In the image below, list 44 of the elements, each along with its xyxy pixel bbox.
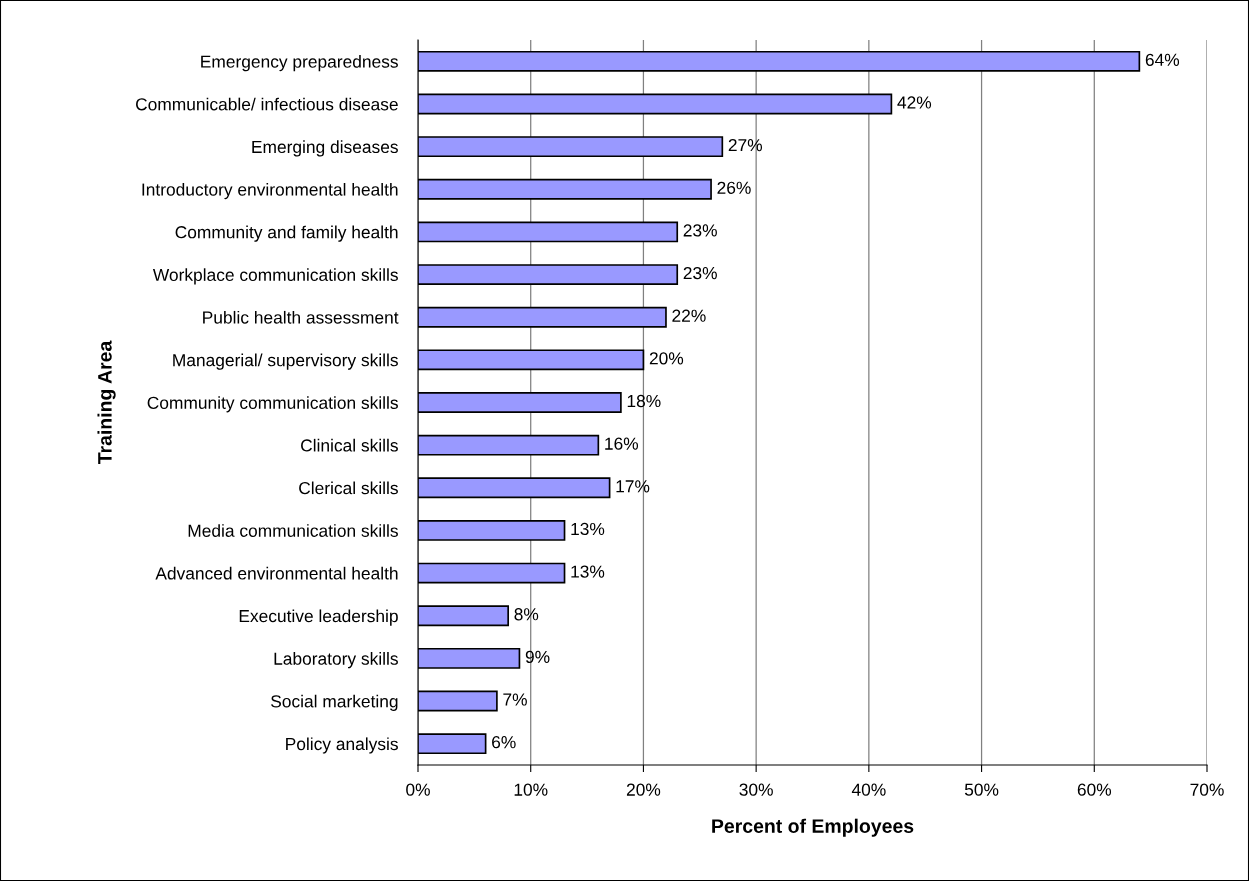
data-label: 23%	[683, 266, 717, 280]
y-tick-label: Managerial/ supervisory skills	[173, 353, 398, 370]
y-tick-label: Social marketing	[271, 694, 398, 711]
x-tick-label: 70%	[1190, 783, 1224, 796]
data-label: 13%	[571, 522, 605, 536]
y-tick-label: Advanced environmental health	[155, 566, 398, 580]
y-tick-label: Executive leadership	[239, 609, 398, 626]
y-tick-label: Emerging diseases	[252, 140, 398, 157]
data-label: 20%	[649, 352, 684, 365]
data-label: 64%	[1145, 53, 1180, 66]
data-label: 42%	[897, 96, 932, 109]
data-label: 26%	[717, 181, 751, 194]
data-label: 16%	[605, 437, 639, 450]
x-tick-label: 50%	[964, 783, 999, 796]
x-tick-label: 20%	[626, 783, 661, 796]
data-label: 23%	[683, 224, 717, 237]
data-label: 17%	[616, 480, 650, 493]
y-tick-label: Emergency preparedness	[201, 55, 398, 72]
y-tick-label: Introductory environmental health	[142, 182, 398, 200]
y-tick-label: Public health assessment	[203, 310, 399, 324]
data-label: 6%	[492, 736, 516, 749]
y-tick-label: Laboratory skills	[274, 652, 398, 669]
y-tick-label: Community communication skills	[147, 396, 398, 413]
data-label: 9%	[525, 650, 550, 664]
y-tick-label: Clerical skills	[299, 481, 398, 495]
y-tick-label: Policy analysis	[286, 737, 398, 754]
x-tick-label: 10%	[514, 783, 548, 796]
y-axis-title: Training Area	[97, 340, 116, 465]
data-label: 18%	[627, 394, 661, 408]
data-label: 8%	[514, 608, 539, 621]
data-label: 27%	[728, 138, 763, 152]
y-tick-label: Workplace communication skills	[152, 268, 398, 285]
y-tick-label: Clinical skills	[301, 438, 398, 452]
x-tick-label: 30%	[739, 783, 773, 796]
y-tick-label: Community and family health	[175, 225, 398, 242]
x-tick-label: 0%	[406, 783, 430, 796]
x-axis-title: Percent of Employees	[712, 818, 914, 837]
y-tick-label: Communicable/ infectious disease	[136, 97, 398, 111]
data-label: 22%	[672, 309, 706, 322]
data-label: 13%	[571, 565, 605, 578]
x-tick-label: 40%	[851, 783, 886, 796]
data-label: 7%	[503, 693, 527, 706]
x-tick-label: 60%	[1077, 783, 1112, 796]
y-tick-label: Media communication skills	[188, 524, 398, 537]
